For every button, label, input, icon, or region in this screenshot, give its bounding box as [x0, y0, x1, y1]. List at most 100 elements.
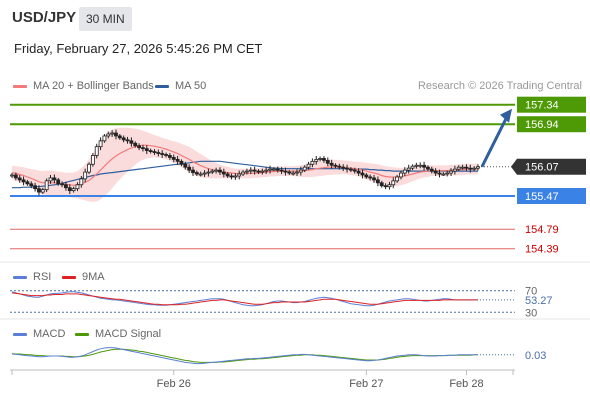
credit-label: Research © 2026 Trading Central: [417, 80, 582, 92]
level-label-box-resistance: [517, 96, 586, 113]
candle-body: [441, 173, 446, 176]
candle-body: [368, 176, 373, 179]
symbol-title: USD/JPY: [12, 9, 77, 26]
candle-body: [383, 185, 388, 188]
candle-body: [60, 183, 64, 186]
time-axis-group: Feb 26 Feb 27 Feb 28: [11, 370, 514, 390]
candle-body: [214, 169, 219, 172]
candle-body: [48, 177, 53, 182]
time-tick-label: Feb 27: [349, 378, 383, 390]
candle-body: [33, 185, 38, 190]
candle-body: [52, 177, 57, 181]
candle-body: [129, 140, 134, 144]
candle-body: [329, 162, 334, 166]
ma50-line: [12, 160, 478, 189]
candle-body: [279, 169, 284, 172]
candle-body: [171, 157, 176, 160]
candle-body: [121, 137, 126, 141]
candle-body: [25, 181, 30, 185]
macd-swatch: [13, 333, 27, 336]
bollinger-band-area: [12, 127, 478, 202]
level-label-box-pivot: [517, 187, 586, 204]
forecast-arrow-head: [500, 108, 512, 123]
legend-ma20-bb: MA 20 + Bollinger Bands: [13, 80, 173, 94]
candle-body: [252, 169, 257, 172]
level-label-resistance: 156.94: [525, 119, 559, 131]
time-tick-label: Feb 26: [157, 378, 191, 390]
candle-body: [399, 172, 403, 178]
candle-body: [71, 188, 76, 192]
candle-body: [17, 177, 22, 181]
candle-body: [168, 155, 172, 158]
rsi-swatch: [13, 276, 27, 279]
candle-body: [468, 167, 473, 170]
rsi-line: [11, 291, 478, 307]
candle-body: [21, 179, 26, 183]
candle-body: [110, 132, 115, 135]
legend-rsi: RSI: [13, 271, 63, 285]
macd-signal-swatch: [75, 333, 89, 336]
candle-body: [133, 142, 138, 147]
candle-body: [349, 168, 353, 171]
current-price-label: 156.07: [525, 162, 559, 174]
candle-body: [194, 172, 199, 175]
candle-body: [37, 188, 41, 193]
candle-body: [94, 146, 99, 156]
candle-body: [391, 180, 396, 186]
macd-legend-label: MACD: [33, 328, 66, 340]
candle-body: [137, 145, 141, 149]
timeframe-badge[interactable]: 30 MIN: [79, 7, 132, 31]
candle-body: [83, 171, 88, 180]
candle-body: [379, 182, 384, 187]
candle-body: [141, 147, 145, 150]
level-label-box-resistance: [517, 116, 586, 133]
candle-body: [10, 174, 14, 177]
candle-body: [29, 183, 34, 187]
candle-body: [306, 163, 311, 168]
candle-body: [191, 169, 195, 173]
candle-body: [241, 171, 245, 175]
price-level-labels-group: 157.34 156.94 155.47 154.79 154.39 156.07: [511, 96, 586, 256]
candle-body: [160, 153, 165, 155]
candle-body: [402, 169, 407, 174]
forecast-arrow-group: [480, 108, 512, 168]
candle-body: [360, 172, 365, 176]
candle-body: [221, 171, 226, 175]
candle-body: [422, 164, 426, 168]
candle-body: [187, 166, 192, 171]
rsi-current-value: 53.27: [525, 295, 553, 307]
legend-rsi-ma: 9MA: [62, 271, 122, 285]
candle-body: [210, 170, 215, 173]
legend-macd-signal: MACD Signal: [75, 328, 175, 342]
candlesticks-group: [10, 129, 480, 196]
macd-current-value: 0.03: [525, 350, 546, 362]
candle-body: [148, 150, 153, 152]
rsi-ma-line: [11, 292, 478, 306]
candle-body: [90, 155, 95, 165]
candle-body: [79, 178, 84, 186]
macd-line: [11, 347, 478, 365]
candle-body: [356, 170, 361, 174]
candle-body: [40, 189, 45, 193]
rsi-tick-label: 30: [525, 307, 537, 319]
price-levels-group: [10, 103, 515, 250]
candle-body: [87, 163, 91, 173]
time-tick-label: Feb 28: [449, 378, 483, 390]
candle-body: [291, 172, 296, 175]
candle-body: [179, 160, 184, 165]
rsi-legend-label: RSI: [33, 271, 52, 283]
candle-body: [256, 170, 261, 173]
candle-body: [206, 171, 211, 174]
candle-body: [44, 180, 49, 191]
candle-body: [67, 187, 72, 192]
candle-body: [426, 166, 430, 170]
candle-body: [218, 169, 222, 173]
candle-body: [364, 174, 369, 178]
candle-body: [98, 140, 103, 148]
candle-body: [345, 167, 349, 170]
candle-body: [464, 166, 469, 169]
candle-body: [460, 166, 465, 169]
candle-body: [325, 159, 330, 164]
